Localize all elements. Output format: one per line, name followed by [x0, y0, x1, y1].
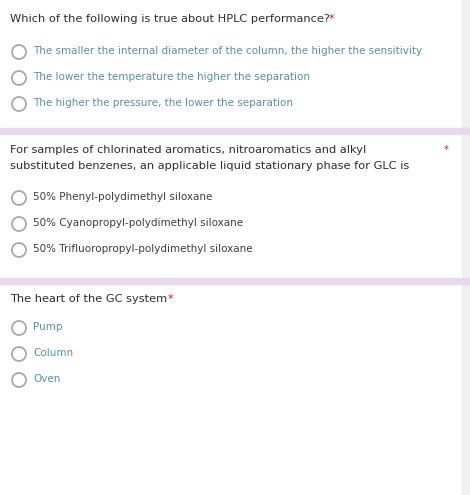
Text: The heart of the GC system: The heart of the GC system: [10, 294, 171, 304]
Text: 50% Trifluoropropyl-polydimethyl siloxane: 50% Trifluoropropyl-polydimethyl siloxan…: [33, 244, 253, 254]
Text: *: *: [168, 294, 173, 304]
Text: 50% Phenyl-polydimethyl siloxane: 50% Phenyl-polydimethyl siloxane: [33, 192, 212, 202]
Text: *: *: [329, 14, 335, 24]
Text: The lower the temperature the higher the separation: The lower the temperature the higher the…: [33, 72, 310, 82]
Text: The smaller the internal diameter of the column, the higher the sensitivity: The smaller the internal diameter of the…: [33, 46, 422, 56]
Text: Column: Column: [33, 348, 73, 358]
Text: Pump: Pump: [33, 322, 63, 332]
Text: 50% Cyanopropyl-polydimethyl siloxane: 50% Cyanopropyl-polydimethyl siloxane: [33, 218, 243, 228]
Text: substituted benzenes, an applicable liquid stationary phase for GLC is: substituted benzenes, an applicable liqu…: [10, 161, 409, 171]
Text: Which of the following is true about HPLC performance?: Which of the following is true about HPL…: [10, 14, 334, 24]
Text: The higher the pressure, the lower the separation: The higher the pressure, the lower the s…: [33, 98, 293, 108]
Text: Oven: Oven: [33, 374, 60, 384]
Text: For samples of chlorinated aromatics, nitroaromatics and alkyl: For samples of chlorinated aromatics, ni…: [10, 145, 366, 155]
Text: *: *: [444, 145, 449, 155]
